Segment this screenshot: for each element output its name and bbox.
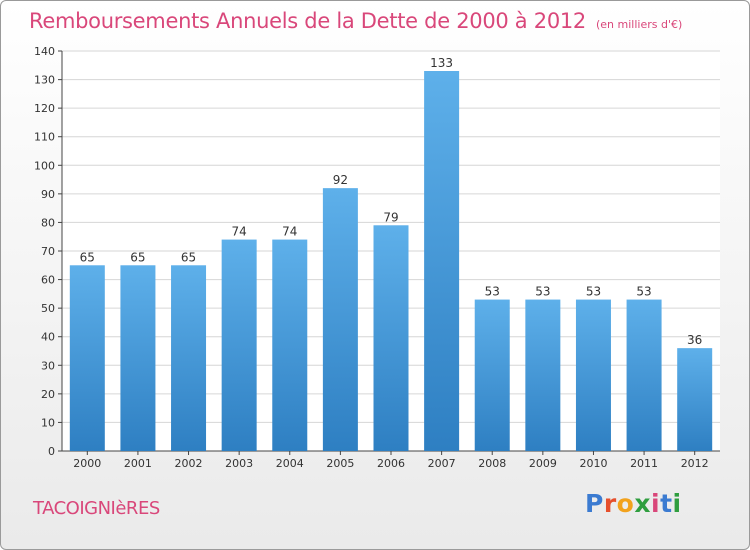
y-tick-label: 130 bbox=[34, 74, 55, 87]
data-label: 36 bbox=[687, 333, 702, 347]
bar bbox=[575, 299, 611, 451]
bar bbox=[677, 348, 713, 451]
bar bbox=[171, 265, 207, 451]
logo-letter: i bbox=[651, 489, 661, 518]
y-tick-label: 50 bbox=[41, 302, 55, 315]
commune-name: TACOIGNIèRES bbox=[33, 498, 160, 519]
x-tick-label: 2007 bbox=[428, 457, 456, 470]
bar bbox=[474, 299, 510, 451]
bar bbox=[221, 239, 257, 451]
data-label: 53 bbox=[586, 285, 601, 299]
x-tick-label: 2005 bbox=[326, 457, 354, 470]
y-tick-label: 70 bbox=[41, 245, 55, 258]
x-tick-label: 2001 bbox=[124, 457, 152, 470]
data-label: 79 bbox=[383, 210, 398, 224]
x-tick-label: 2009 bbox=[529, 457, 557, 470]
y-tick-label: 30 bbox=[41, 359, 55, 372]
data-label: 133 bbox=[430, 56, 453, 70]
data-label: 65 bbox=[80, 250, 95, 264]
y-tick-label: 20 bbox=[41, 388, 55, 401]
x-tick-label: 2002 bbox=[175, 457, 203, 470]
y-tick-label: 10 bbox=[41, 416, 55, 429]
y-tick-label: 90 bbox=[41, 188, 55, 201]
y-tick-label: 120 bbox=[34, 102, 55, 115]
bar bbox=[525, 299, 561, 451]
logo-letter: x bbox=[634, 489, 651, 518]
bar bbox=[120, 265, 156, 451]
bar bbox=[424, 71, 460, 451]
data-labels: 65 65 65 74 74 92 79 133 53 53 53 53 36 bbox=[80, 56, 703, 347]
chart-title-text: Remboursements Annuels de la Dette de 20… bbox=[29, 9, 586, 33]
logo-letter: t bbox=[660, 489, 673, 518]
data-label: 65 bbox=[130, 250, 145, 264]
data-label: 53 bbox=[636, 285, 651, 299]
y-tick-label: 100 bbox=[34, 159, 55, 172]
bar bbox=[69, 265, 105, 451]
logo-letter: P bbox=[585, 489, 604, 518]
y-tick-label: 110 bbox=[34, 131, 55, 144]
unit-note: (en milliers d'€) bbox=[596, 18, 683, 31]
logo-letter: o bbox=[616, 489, 635, 518]
y-tick-label: 0 bbox=[48, 445, 55, 458]
chart-title: Remboursements Annuels de la Dette de 20… bbox=[29, 9, 682, 33]
x-tick-label: 2010 bbox=[579, 457, 607, 470]
bar bbox=[272, 239, 308, 451]
data-label: 53 bbox=[485, 285, 500, 299]
y-tick-label: 80 bbox=[41, 216, 55, 229]
data-label: 92 bbox=[333, 173, 348, 187]
y-tick-label: 140 bbox=[34, 45, 55, 58]
bar bbox=[373, 225, 409, 451]
x-tick-label: 2000 bbox=[73, 457, 101, 470]
data-label: 65 bbox=[181, 250, 196, 264]
x-tick-label: 2006 bbox=[377, 457, 405, 470]
logo-letter: i bbox=[672, 489, 682, 518]
data-label: 53 bbox=[535, 285, 550, 299]
bars bbox=[69, 71, 713, 451]
x-tick-label: 2003 bbox=[225, 457, 253, 470]
proxiti-logo: Proxiti bbox=[585, 489, 682, 518]
y-tick-label: 60 bbox=[41, 274, 55, 287]
x-tick-label: 2012 bbox=[681, 457, 709, 470]
x-tick-label: 2004 bbox=[276, 457, 304, 470]
x-tick-label: 2008 bbox=[478, 457, 506, 470]
axes: 0 10 20 30 40 50 60 70 80 90 100 110 120 130 140 2000 20… bbox=[34, 45, 720, 470]
logo-letter: r bbox=[603, 489, 617, 518]
y-tick-label: 40 bbox=[41, 331, 55, 344]
bar bbox=[626, 299, 662, 451]
data-label: 74 bbox=[282, 225, 297, 239]
bar bbox=[322, 188, 358, 451]
x-tick-label: 2011 bbox=[630, 457, 658, 470]
data-label: 74 bbox=[232, 225, 247, 239]
